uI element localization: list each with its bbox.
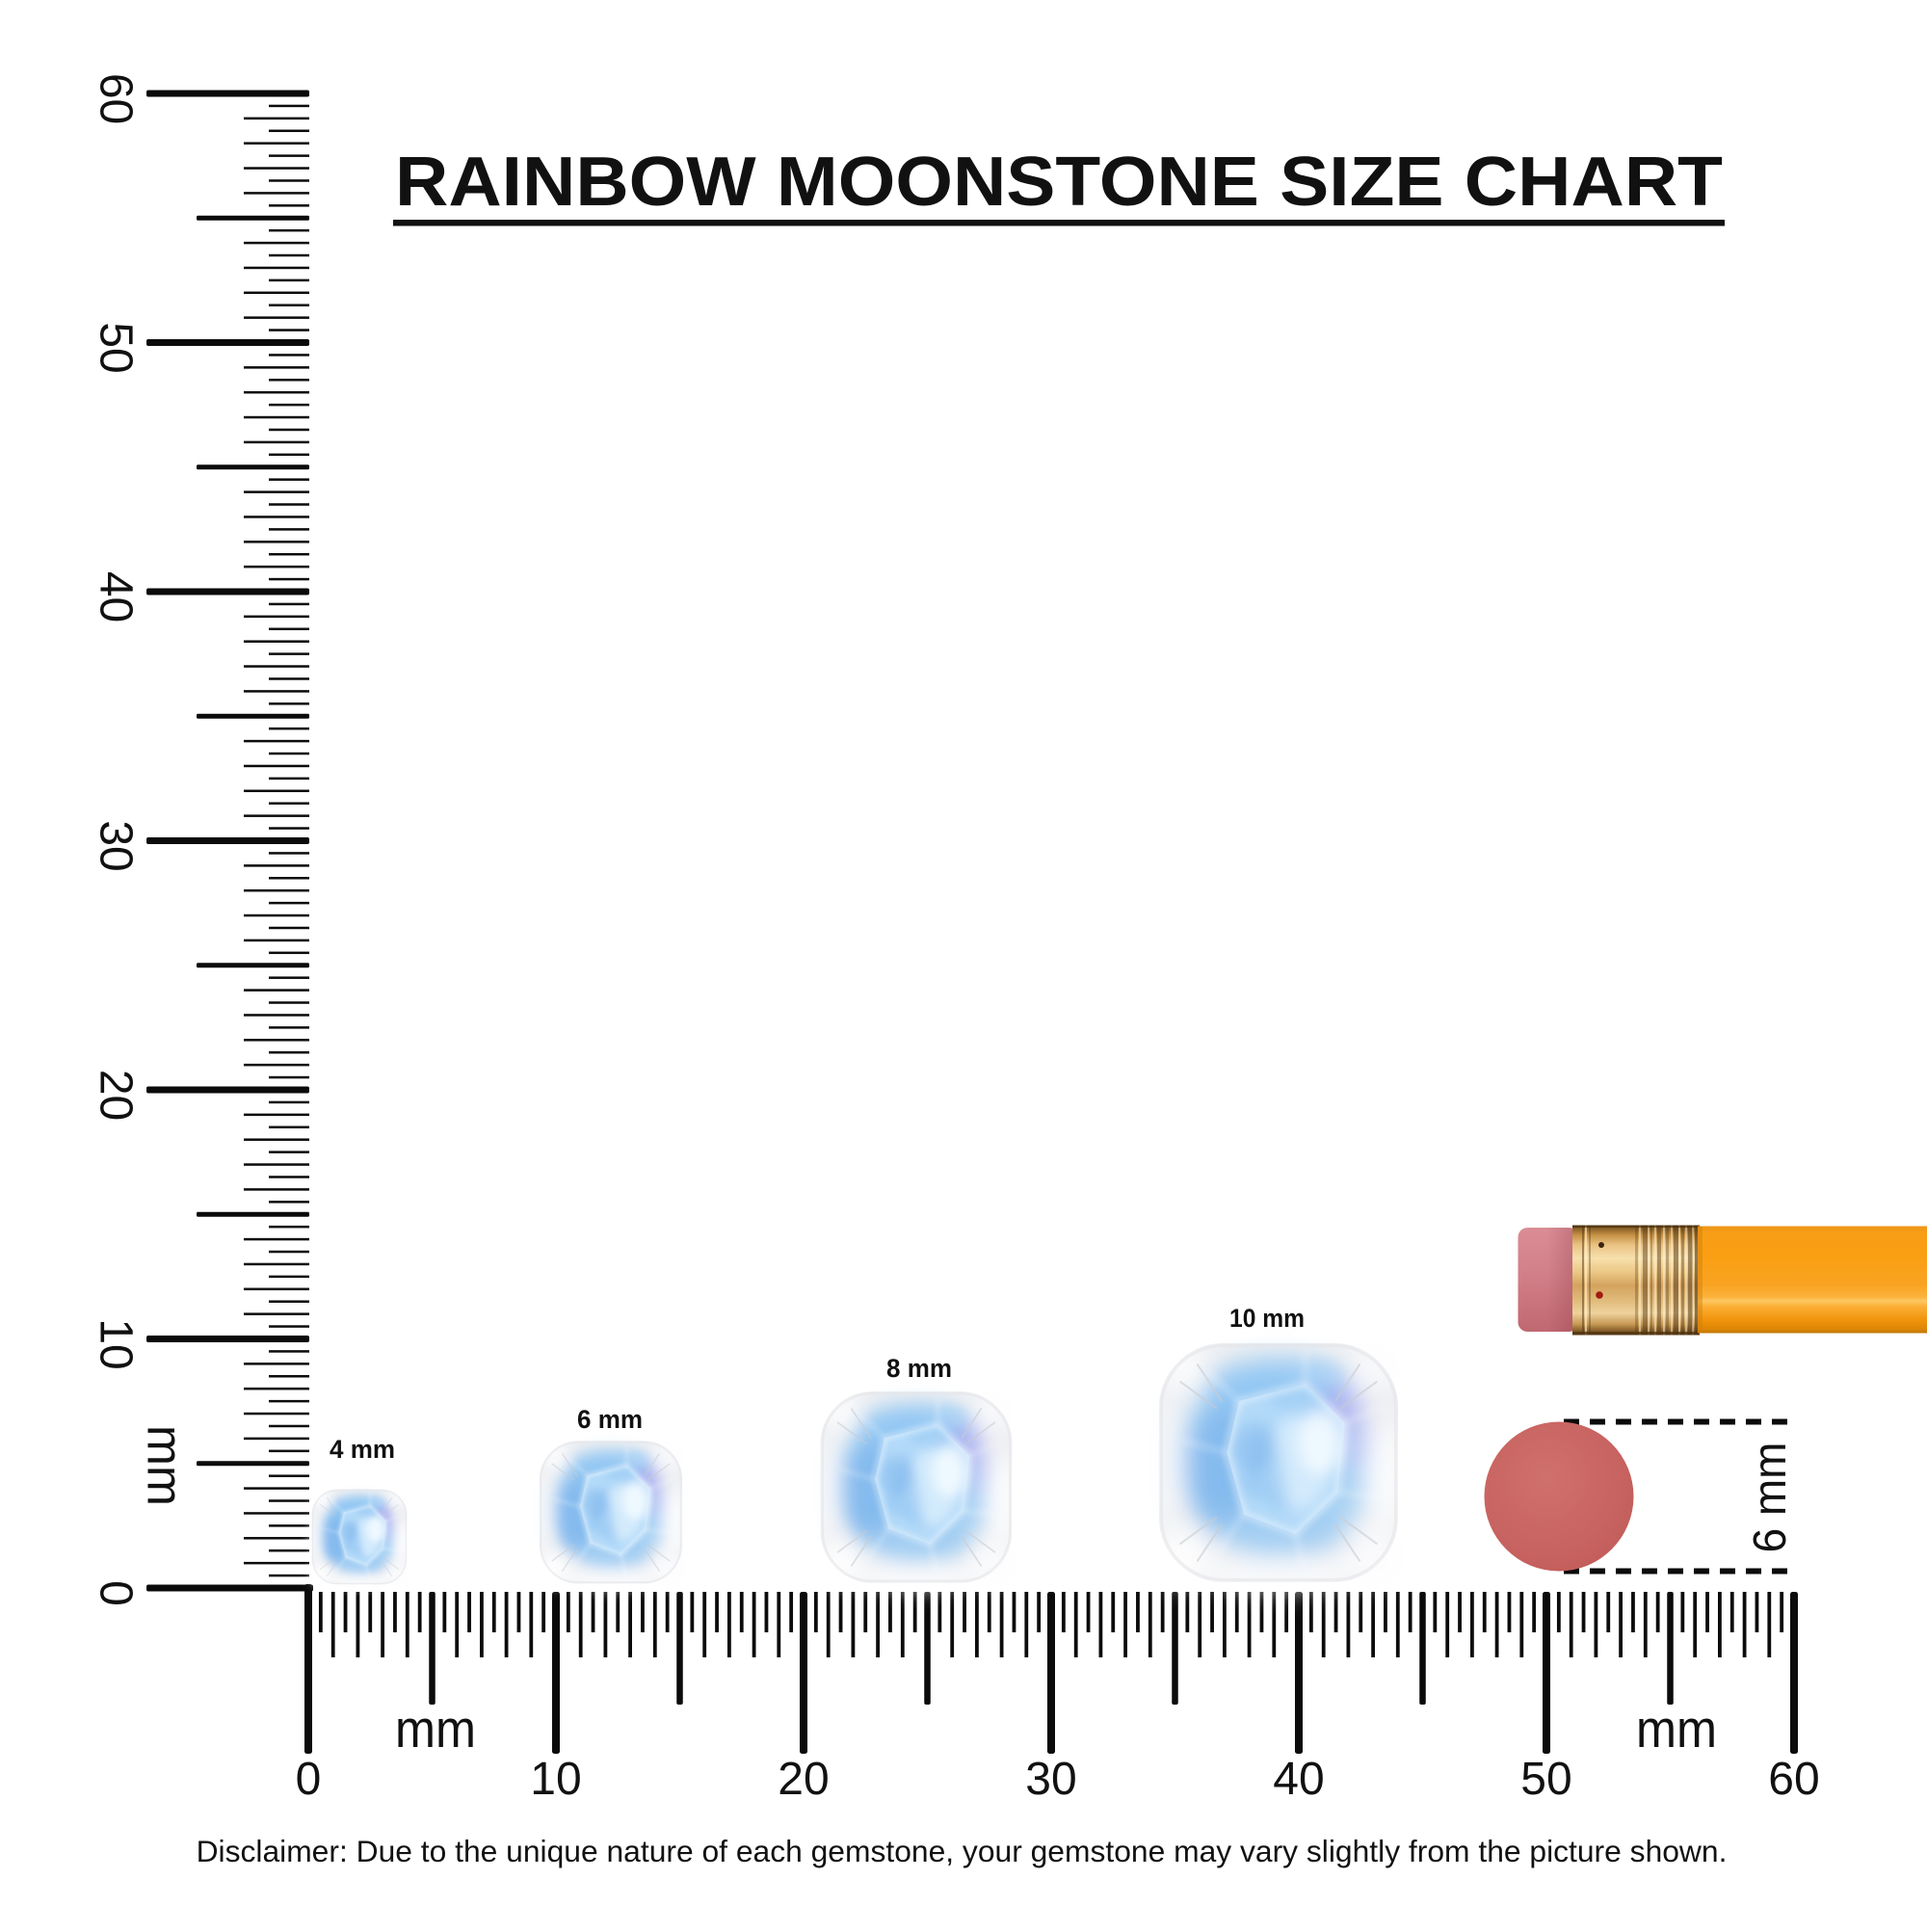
svg-text:10: 10 <box>90 1318 141 1369</box>
svg-text:40: 40 <box>90 571 141 622</box>
svg-text:60: 60 <box>90 73 141 124</box>
svg-text:mm: mm <box>395 1699 476 1759</box>
svg-text:6 mm: 6 mm <box>577 1405 643 1434</box>
svg-text:Disclaimer: Due to the unique: Disclaimer: Due to the unique nature of … <box>197 1834 1728 1868</box>
svg-text:30: 30 <box>1025 1754 1076 1805</box>
svg-text:20: 20 <box>778 1754 829 1805</box>
svg-text:mm: mm <box>1636 1699 1717 1759</box>
svg-text:60: 60 <box>1768 1754 1819 1805</box>
svg-text:6 mm: 6 mm <box>1745 1442 1796 1553</box>
svg-text:10: 10 <box>530 1754 581 1805</box>
svg-text:RAINBOW MOONSTONE SIZE CHART: RAINBOW MOONSTONE SIZE CHART <box>395 144 1723 221</box>
svg-text:20: 20 <box>90 1070 141 1121</box>
svg-text:4 mm: 4 mm <box>330 1435 395 1464</box>
svg-text:40: 40 <box>1273 1754 1324 1805</box>
svg-text:0: 0 <box>90 1580 141 1606</box>
svg-text:50: 50 <box>1520 1754 1571 1805</box>
svg-text:30: 30 <box>90 820 141 871</box>
svg-text:0: 0 <box>296 1754 322 1805</box>
svg-text:mm: mm <box>136 1425 192 1506</box>
svg-text:10 mm: 10 mm <box>1229 1304 1305 1333</box>
svg-text:8 mm: 8 mm <box>886 1354 952 1383</box>
svg-text:50: 50 <box>90 322 141 373</box>
